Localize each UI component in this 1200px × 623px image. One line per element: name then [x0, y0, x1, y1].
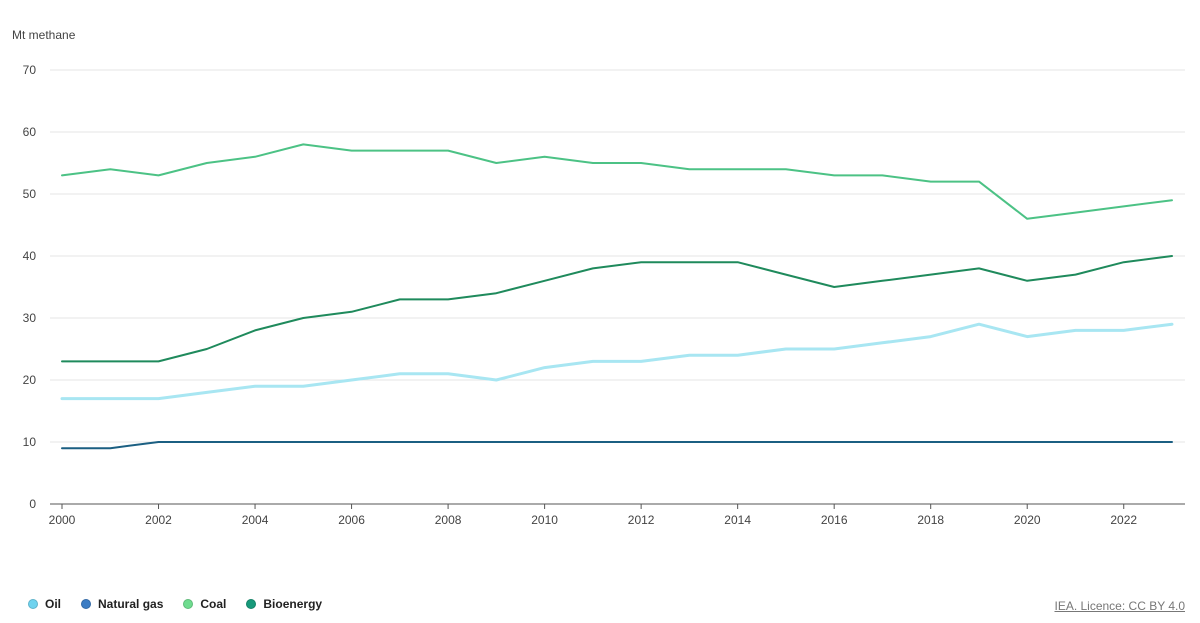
series-lines [60, 143, 1174, 450]
legend-swatch [246, 599, 257, 609]
line-chart: 0 10 20 30 40 50 60 70 2000 2002 2004 2006 2008 2010… [23, 63, 1185, 527]
legend-label: Natural gas [98, 597, 164, 611]
series-line-coal [61, 143, 1173, 220]
series-line-bioenergy [61, 255, 1173, 363]
legend-label: Oil [45, 597, 62, 611]
legend-label: Coal [200, 597, 227, 611]
y-tick-label: 60 [23, 125, 37, 139]
y-tick-label: 30 [23, 311, 37, 325]
y-tick-label: 20 [23, 373, 37, 387]
legend: Oil Natural gas Coal Bioenergy [28, 597, 322, 611]
x-tick-label: 2008 [435, 513, 462, 527]
x-tick-label: 2012 [628, 513, 655, 527]
legend-swatch [183, 599, 194, 609]
gridlines [50, 69, 1185, 443]
y-tick-label: 50 [23, 187, 37, 201]
y-tick-label: 0 [29, 497, 36, 511]
x-tick-label: 2016 [821, 513, 848, 527]
y-tick-label: 40 [23, 249, 37, 263]
x-tick-label: 2020 [1014, 513, 1041, 527]
y-tick-label: 10 [23, 435, 37, 449]
x-tick-label: 2004 [242, 513, 269, 527]
legend-item-bioenergy[interactable]: Bioenergy [246, 597, 322, 611]
series-line-oil [60, 322, 1174, 401]
y-tick-label: 70 [23, 63, 37, 77]
legend-item-oil[interactable]: Oil [28, 597, 61, 611]
series-line-natural-gas [61, 441, 1173, 450]
x-tick-label: 2002 [145, 513, 172, 527]
x-tick-label: 2006 [338, 513, 365, 527]
y-axis-ticks: 0 10 20 30 40 50 60 70 [23, 63, 37, 511]
legend-swatch [28, 599, 38, 609]
x-tick-label: 2022 [1110, 513, 1137, 527]
legend-item-coal[interactable]: Coal [183, 597, 226, 611]
legend-swatch [81, 599, 92, 609]
x-tick-label: 2018 [917, 513, 944, 527]
legend-label: Bioenergy [263, 597, 323, 611]
x-tick-label: 2000 [49, 513, 76, 527]
x-tick-label: 2010 [531, 513, 558, 527]
x-axis: 2000 2002 2004 2006 2008 2010 2012 2014 2016 2018… [49, 503, 1185, 527]
y-axis-label: Mt methane [12, 28, 76, 42]
legend-item-natural-gas[interactable]: Natural gas [81, 597, 163, 611]
credit-link[interactable]: IEA. Licence: CC BY 4.0 [1054, 599, 1185, 613]
x-tick-label: 2014 [724, 513, 751, 527]
